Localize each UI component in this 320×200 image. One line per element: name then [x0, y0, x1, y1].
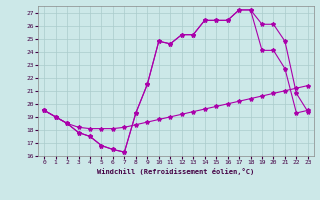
X-axis label: Windchill (Refroidissement éolien,°C): Windchill (Refroidissement éolien,°C)	[97, 168, 255, 175]
